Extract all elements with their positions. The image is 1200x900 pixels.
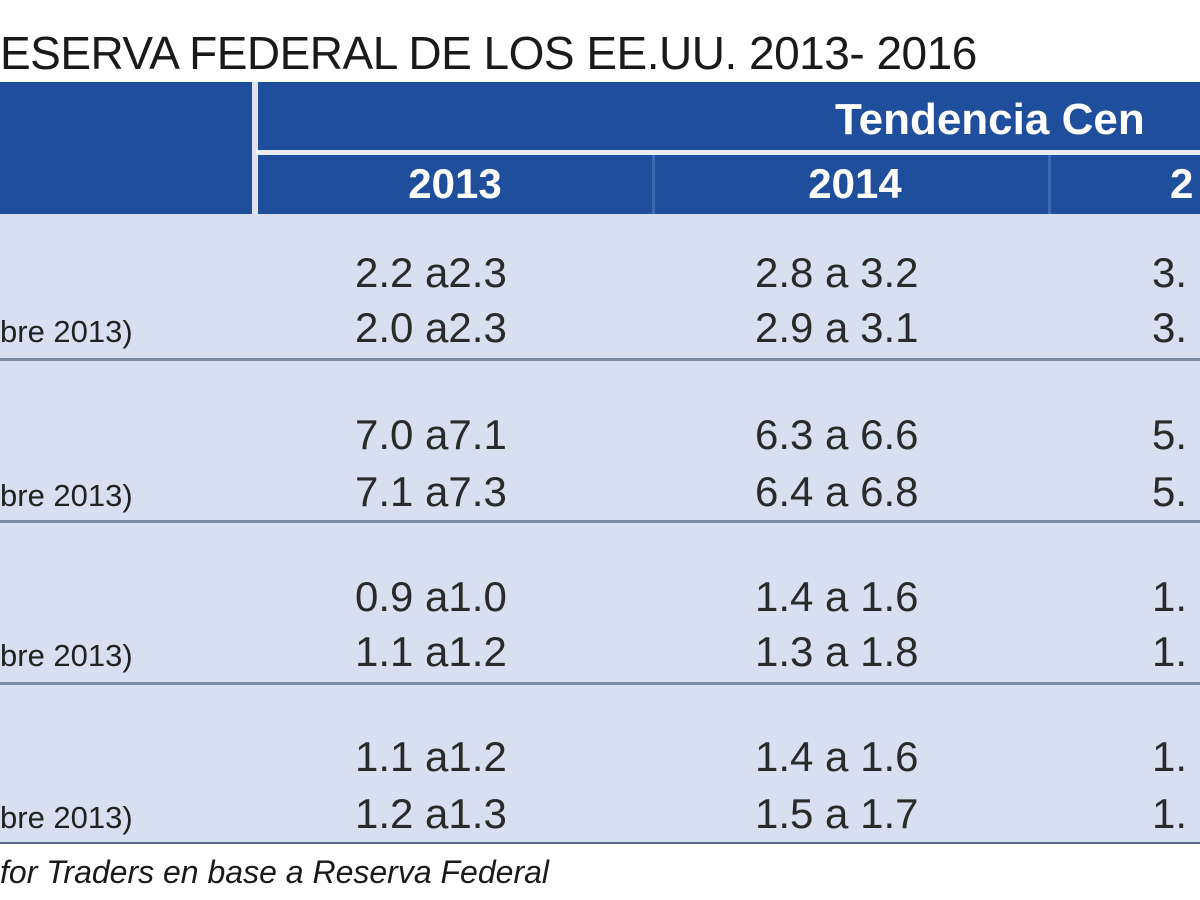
- row-label: bre 2013): [0, 478, 133, 513]
- table-cell: 2.9 a 3.1: [755, 304, 919, 351]
- source-note: for Traders en base a Reserva Federal: [0, 854, 549, 890]
- row-label: bre 2013): [0, 638, 133, 673]
- table-cell: 2.0 a2.3: [355, 304, 507, 351]
- header-group-label: Tendencia Cen: [835, 95, 1145, 144]
- table-cell: 1.3 a 1.8: [755, 628, 919, 675]
- row-label: bre 2013): [0, 800, 133, 835]
- table-cell: 2.8 a 3.2: [755, 249, 919, 296]
- row-label: bre 2013): [0, 314, 133, 349]
- table-cell: 1.4 a 1.6: [755, 733, 919, 780]
- table-cell: 1.: [1152, 790, 1188, 837]
- year-header-2013: 2013: [408, 160, 502, 207]
- table-cell: 5.: [1152, 468, 1188, 515]
- table-cell: 1.: [1152, 628, 1188, 675]
- year-header-2014: 2014: [808, 160, 902, 207]
- table-cell: 1.1 a1.2: [355, 628, 507, 675]
- table-cell: 1.5 a 1.7: [755, 790, 919, 837]
- table-cell: 1.1 a1.2: [355, 733, 507, 780]
- table-cell: 1.: [1152, 573, 1188, 620]
- table-cell: 7.1 a7.3: [355, 468, 507, 515]
- table-cell: 6.4 a 6.8: [755, 468, 919, 515]
- table-cell: 3.: [1152, 249, 1188, 296]
- table-cell: 7.0 a7.1: [355, 411, 507, 458]
- table-cell: 1.4 a 1.6: [755, 573, 919, 620]
- table-cell: 2.2 a2.3: [355, 249, 507, 296]
- table-body: [0, 214, 1200, 844]
- header-divider: [252, 82, 258, 214]
- row-divider: [0, 842, 1200, 844]
- header-divider: [256, 150, 1200, 155]
- table-header: [0, 82, 1200, 214]
- table-title: ESERVA FEDERAL DE LOS EE.UU. 2013- 2016: [0, 27, 977, 79]
- year-header-2015: 2: [1170, 160, 1194, 207]
- table-cell: 5.: [1152, 411, 1188, 458]
- table-cell: 6.3 a 6.6: [755, 411, 919, 458]
- row-divider: [0, 682, 1200, 685]
- table-cell: 3.: [1152, 304, 1188, 351]
- row-divider: [0, 520, 1200, 523]
- table-cell: 0.9 a1.0: [355, 573, 507, 620]
- table-cell: 1.2 a1.3: [355, 790, 507, 837]
- row-divider: [0, 358, 1200, 361]
- header-divider: [1048, 155, 1051, 214]
- table-cell: 1.: [1152, 733, 1188, 780]
- header-divider: [652, 155, 655, 214]
